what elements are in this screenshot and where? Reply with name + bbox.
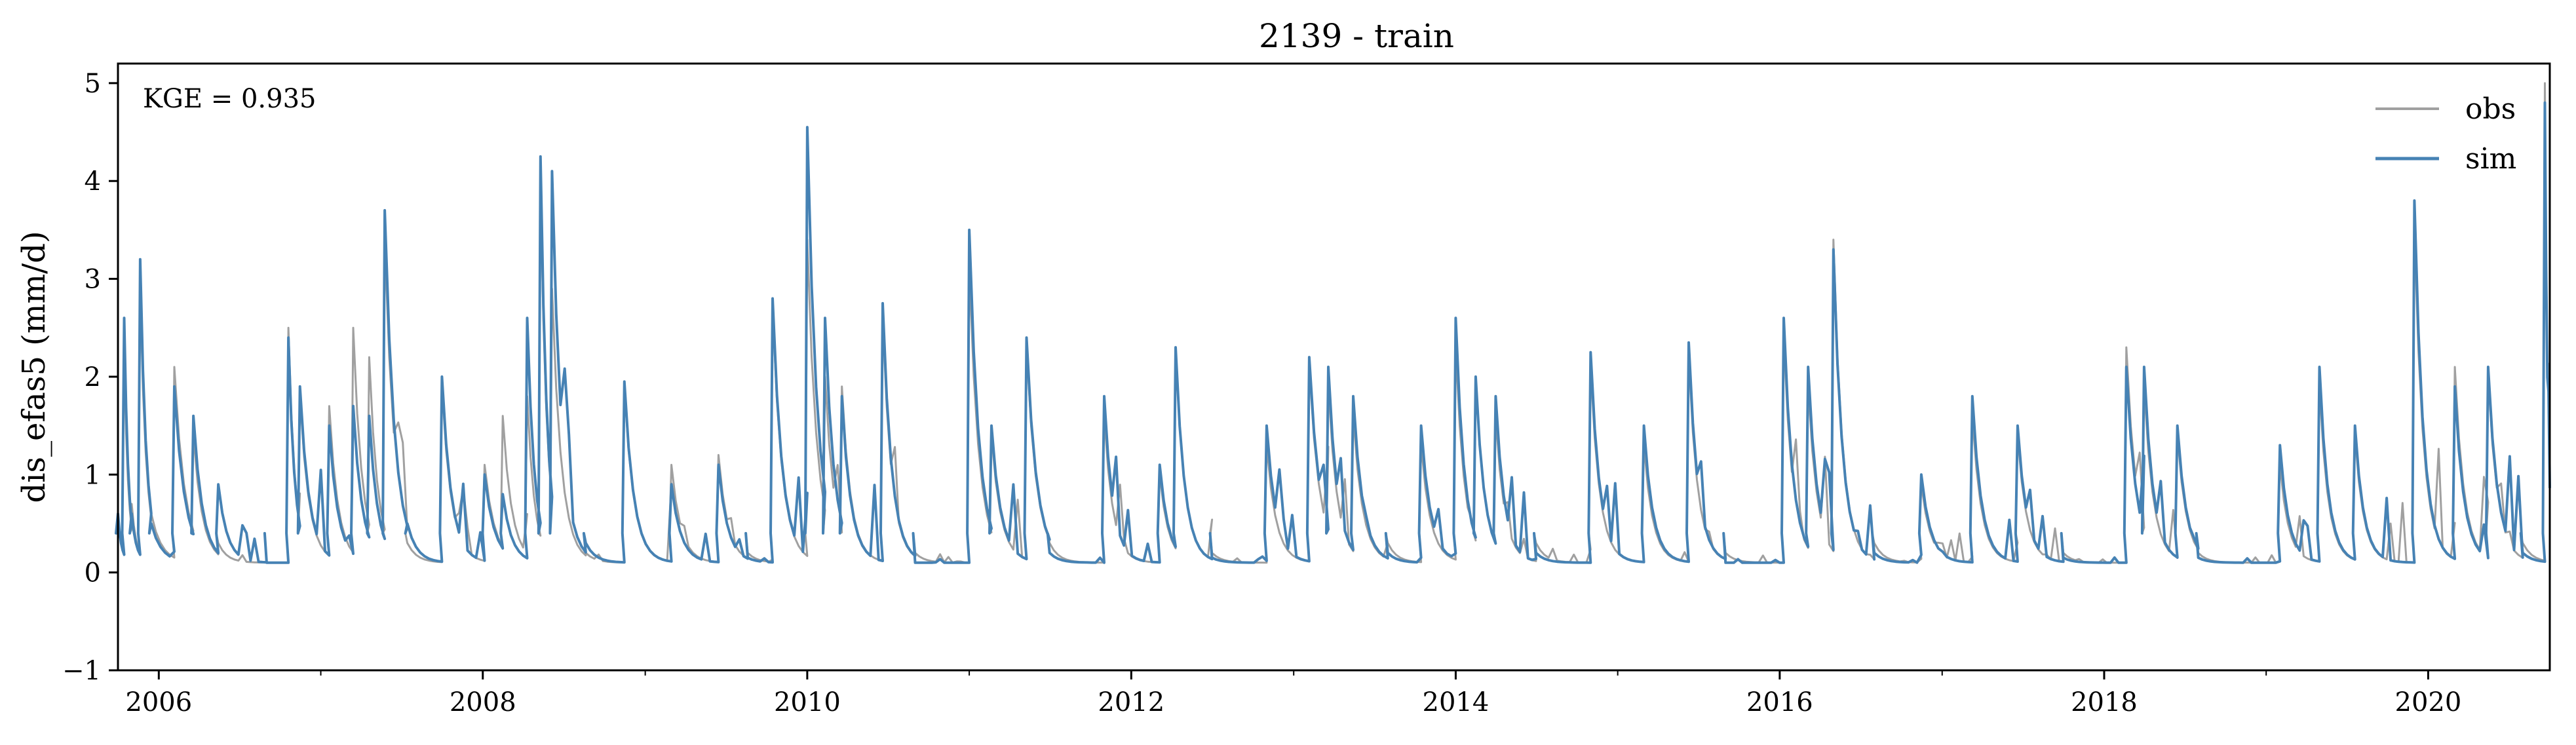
y-axis-title: dis_efas5 (mm/d) — [16, 231, 52, 503]
x-tick-label: 2008 — [450, 687, 516, 717]
x-tick-label: 2020 — [2395, 687, 2462, 717]
legend-obs-label: obs — [2465, 92, 2516, 126]
y-tick-label: 5 — [85, 69, 101, 99]
y-tick-label: 1 — [85, 460, 101, 490]
y-tick-label: 0 — [85, 558, 101, 588]
data-layer — [115, 82, 2551, 564]
legend: obs sim — [2375, 92, 2516, 176]
y-tick-label: 4 — [85, 166, 101, 197]
series-sim-line — [115, 101, 2551, 564]
y-tick-label: 2 — [85, 362, 101, 392]
x-tick-label: 2010 — [774, 687, 841, 717]
x-tick-label: 2016 — [1746, 687, 1813, 717]
x-tick-label: 2012 — [1098, 687, 1164, 717]
kge-annotation: KGE = 0.935 — [143, 84, 317, 114]
chart-title: 2139 - train — [1259, 17, 1454, 55]
y-tick-label: 3 — [85, 265, 101, 295]
legend-sim-label: sim — [2465, 142, 2516, 176]
x-tick-label: 2006 — [125, 687, 192, 717]
x-tick-label: 2014 — [1423, 687, 1490, 717]
axis-layer: −1 0 1 2 3 4 5 2006 2008 2010 2012 2014 2016 2018 2020 — [62, 69, 2461, 717]
x-tick-label: 2018 — [2071, 687, 2138, 717]
y-tick-label: −1 — [62, 656, 101, 686]
plot-frame — [117, 62, 2551, 672]
